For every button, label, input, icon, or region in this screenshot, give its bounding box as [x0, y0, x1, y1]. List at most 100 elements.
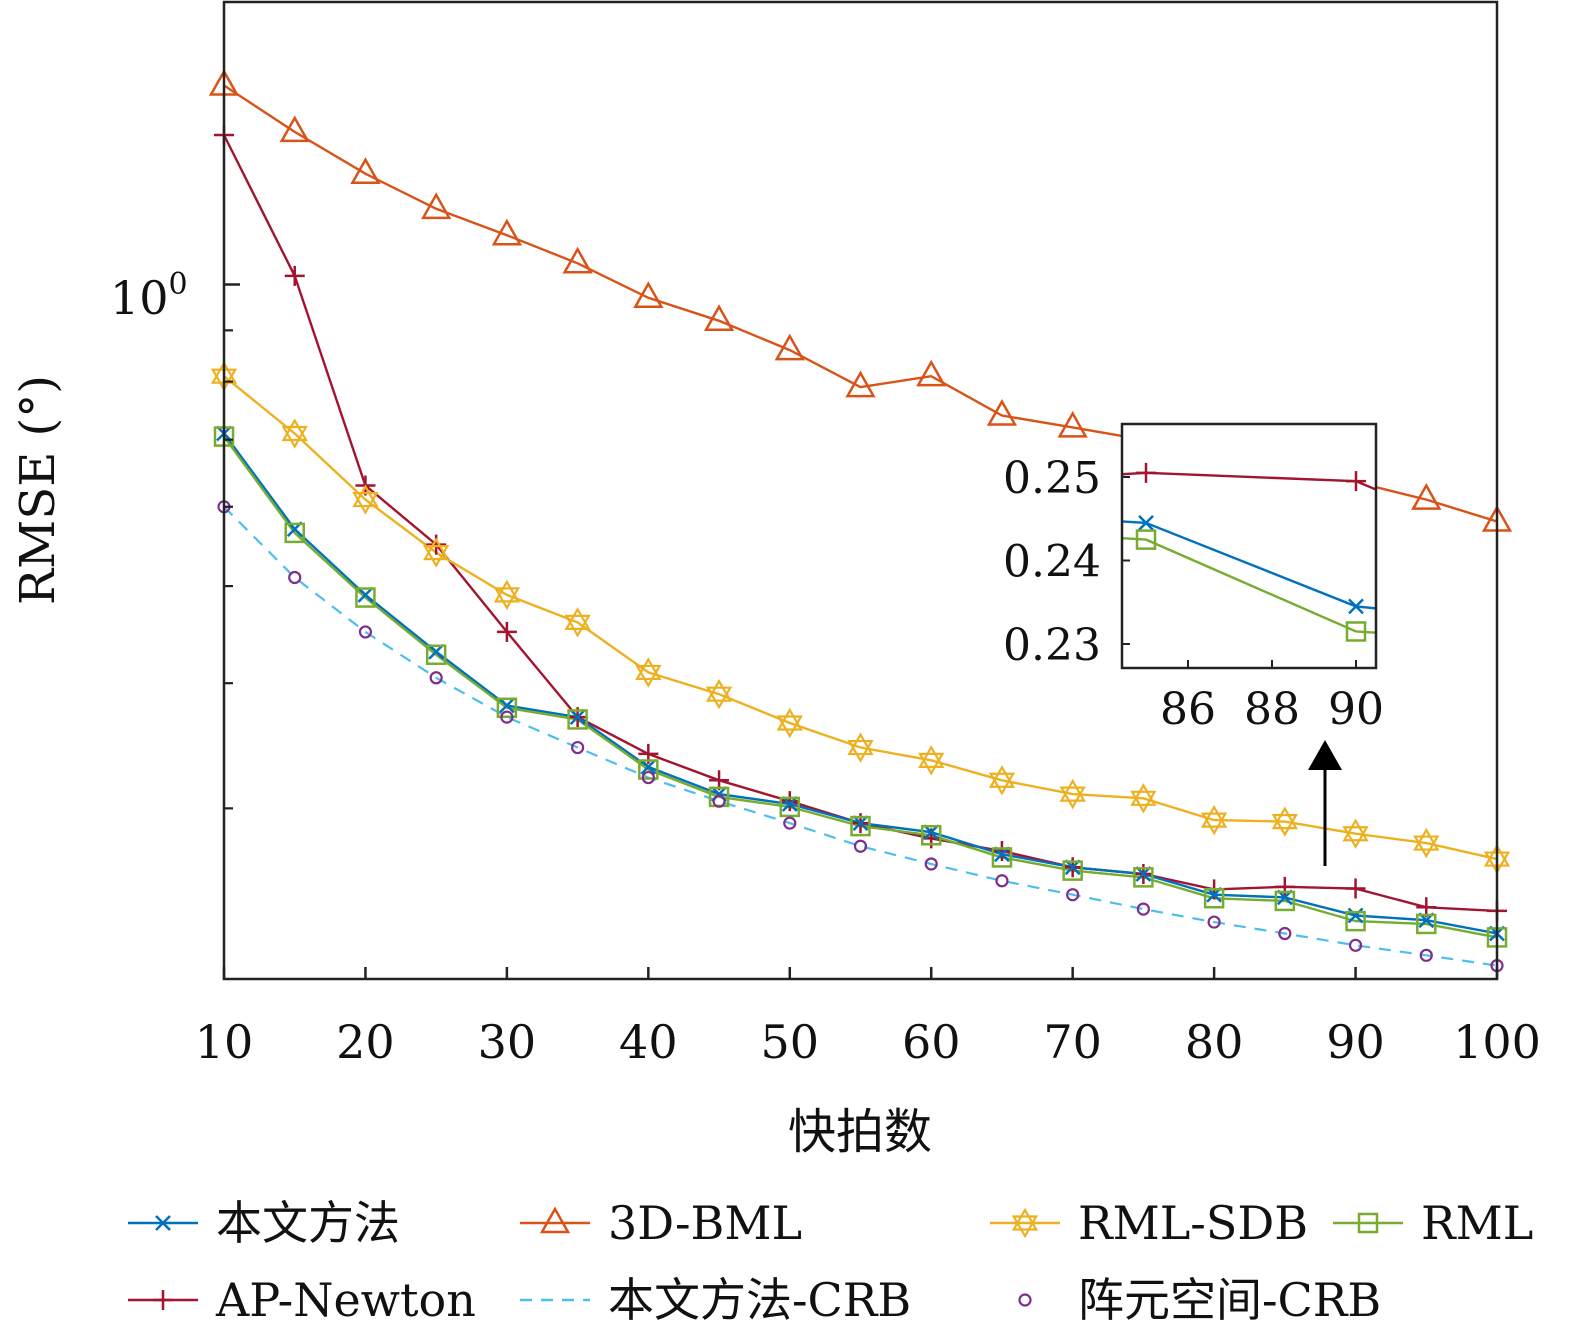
data-point-阵元空间-crb [924, 857, 938, 871]
inset-arrow-head [1308, 740, 1342, 770]
data-point-rml [1416, 913, 1437, 935]
inset-y-tick-label: 0.23 [1003, 620, 1101, 671]
data-point-rml [991, 847, 1013, 868]
data-point-rml-sdb [1271, 806, 1298, 830]
data-point-阵元空间-crb [641, 770, 655, 785]
data-point-rml [638, 759, 659, 780]
x-tick-label: 80 [1185, 1015, 1244, 1069]
inset-point-rml [1345, 621, 1367, 642]
data-point-本文方法 [499, 697, 515, 714]
legend-label-阵元空间-crb: 阵元空间-CRB [1078, 1273, 1381, 1327]
data-point-rml-sdb [635, 664, 662, 688]
data-point-ap-newton [779, 791, 800, 812]
data-point-rml-sdb [281, 418, 308, 442]
data-point-rml-sdb [1342, 818, 1369, 842]
data-point-本文方法 [428, 643, 445, 660]
data-point-rml [1133, 867, 1154, 888]
y-axis [224, 283, 240, 810]
data-point-3d-bml [491, 218, 523, 246]
series-line-本文方法-crb [224, 506, 1497, 967]
inset-y-tick-label: 0.25 [1003, 453, 1101, 504]
data-point-rml-sdb [352, 484, 379, 508]
inset-point-本文方法 [1348, 598, 1364, 615]
data-point-rml-sdb [281, 425, 308, 449]
legend-label-本文方法-crb: 本文方法-CRB [608, 1273, 911, 1327]
inset-background [1122, 424, 1376, 668]
data-point-ap-newton [1274, 876, 1295, 897]
data-point-阵元空间-crb [1278, 926, 1292, 941]
x-tick-label: 40 [619, 1015, 678, 1069]
data-point-3d-bml [562, 246, 593, 274]
legend-marker-阵元空间-crb [1018, 1293, 1032, 1307]
data-point-rml-sdb [1059, 786, 1086, 810]
legend-marker-rml-sdb [1011, 1215, 1039, 1239]
data-point-rml-sdb [1271, 814, 1298, 837]
data-point-3d-bml [1411, 483, 1442, 510]
x-tick-label: 20 [336, 1015, 395, 1069]
data-point-rml-sdb [1342, 826, 1369, 849]
legend-label-ap-newton: AP-Newton [215, 1273, 476, 1327]
data-point-3d-bml [1057, 410, 1088, 438]
data-point-阵元空间-crb [1419, 948, 1433, 962]
data-point-3d-bml [986, 398, 1018, 426]
data-point-rml-sdb [847, 732, 874, 756]
data-point-rml-sdb [564, 607, 591, 630]
data-point-rml [567, 709, 588, 730]
data-point-rml [425, 644, 447, 666]
data-point-阵元空间-crb [995, 874, 1009, 888]
data-point-ap-newton [991, 840, 1012, 861]
data-point-3d-bml [279, 115, 310, 143]
data-point-阵元空间-crb [853, 839, 868, 853]
y-tick-label-base: 100 [110, 267, 188, 325]
data-point-ap-newton [496, 621, 517, 642]
data-point-rml [850, 815, 871, 837]
inset-line-rml [1122, 536, 1376, 634]
data-point-rml [1274, 890, 1296, 912]
legend: 本文方法 3D-BML RML-SDB RML AP-Newton 本文方法-CRB 阵元空… [128, 1196, 1533, 1327]
data-point-rml-sdb [493, 587, 521, 611]
legend-marker-rml [1357, 1212, 1379, 1234]
inset-x-tick-label: 90 [1328, 684, 1384, 735]
legend-label-rml-sdb: RML-SDB [1078, 1196, 1308, 1250]
legend-marker-rml-sdb [1011, 1207, 1039, 1231]
data-point-本文方法 [781, 796, 798, 812]
inset-point-本文方法 [1138, 515, 1154, 531]
data-point-rml [1203, 888, 1225, 909]
data-point-rml-sdb [988, 765, 1016, 788]
data-point-rml [496, 697, 518, 719]
data-point-阵元空间-crb [1207, 915, 1221, 929]
y-axis-label: RMSE (°) [10, 375, 66, 605]
data-point-rml-sdb [1413, 835, 1440, 859]
data-point-rml [1345, 910, 1366, 932]
data-point-阵元空间-crb [1066, 888, 1080, 902]
data-point-rml-sdb [423, 537, 450, 561]
data-point-rml-sdb [1200, 804, 1228, 828]
legend-marker-本文方法 [155, 1215, 171, 1231]
x-tick-label: 100 [1453, 1015, 1541, 1069]
x-axis: 10 20 30 40 50 60 70 80 90 100 [195, 967, 1541, 1069]
x-tick-label: 30 [478, 1015, 537, 1069]
data-point-rml-sdb [918, 752, 945, 776]
data-point-阵元空间-crb [1348, 938, 1363, 952]
legend-marker-ap-newton [153, 1290, 173, 1310]
data-point-本文方法 [923, 824, 940, 841]
inset-x-tick-label: 88 [1244, 684, 1300, 735]
data-point-rml-sdb [776, 715, 803, 739]
x-tick-label: 90 [1326, 1015, 1385, 1069]
data-point-rml-sdb [705, 686, 733, 710]
data-point-rml [284, 522, 305, 544]
data-point-rml [779, 796, 801, 818]
data-point-3d-bml [421, 192, 452, 220]
legend-marker-3d-bml [539, 1206, 571, 1234]
data-point-阵元空间-crb [1136, 902, 1150, 916]
data-point-rml-sdb [1130, 790, 1157, 814]
data-point-rml-sdb [1200, 812, 1228, 836]
data-point-rml [355, 587, 376, 608]
data-point-阵元空间-crb [358, 625, 373, 639]
data-point-本文方法 [852, 815, 869, 831]
data-point-阵元空间-crb [783, 816, 797, 830]
data-point-rml-sdb [1130, 783, 1157, 806]
x-tick-label: 10 [195, 1015, 254, 1069]
